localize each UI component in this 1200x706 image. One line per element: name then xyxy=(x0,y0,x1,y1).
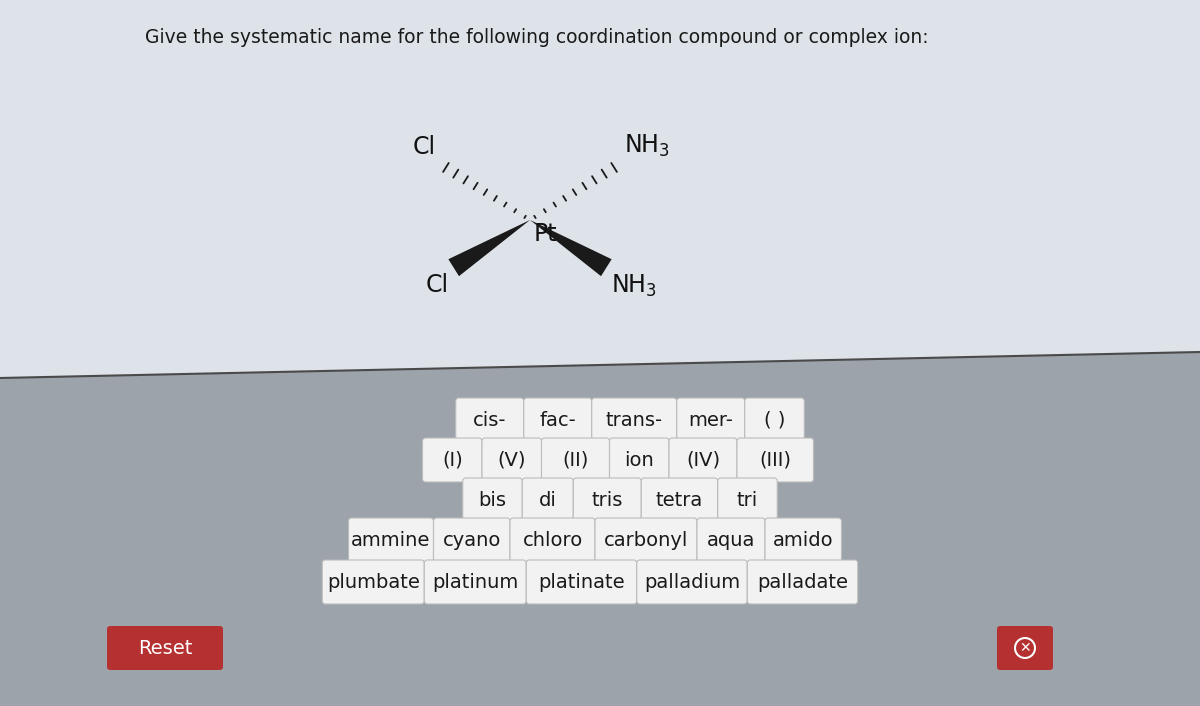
Polygon shape xyxy=(0,0,1200,378)
Text: Reset: Reset xyxy=(138,638,192,657)
Text: Give the systematic name for the following coordination compound or complex ion:: Give the systematic name for the followi… xyxy=(145,28,929,47)
FancyBboxPatch shape xyxy=(323,560,425,604)
Text: ✕: ✕ xyxy=(1019,641,1031,655)
FancyBboxPatch shape xyxy=(523,398,592,442)
FancyBboxPatch shape xyxy=(595,518,697,562)
Text: ( ): ( ) xyxy=(764,410,785,429)
Text: NH$_3$: NH$_3$ xyxy=(611,273,658,299)
Text: Pt: Pt xyxy=(534,222,558,246)
FancyBboxPatch shape xyxy=(463,478,522,522)
FancyBboxPatch shape xyxy=(574,478,641,522)
Text: palladium: palladium xyxy=(644,573,740,592)
FancyBboxPatch shape xyxy=(522,478,574,522)
FancyBboxPatch shape xyxy=(997,626,1054,670)
FancyBboxPatch shape xyxy=(670,438,737,482)
Text: (I): (I) xyxy=(442,450,463,469)
Text: NH$_3$: NH$_3$ xyxy=(624,133,670,160)
Text: (II): (II) xyxy=(563,450,589,469)
Text: ion: ion xyxy=(624,450,654,469)
FancyBboxPatch shape xyxy=(527,560,637,604)
FancyBboxPatch shape xyxy=(592,398,677,442)
Text: ammine: ammine xyxy=(352,530,431,549)
Text: fac-: fac- xyxy=(539,410,576,429)
FancyBboxPatch shape xyxy=(348,518,433,562)
Text: cyano: cyano xyxy=(443,530,500,549)
FancyBboxPatch shape xyxy=(766,518,841,562)
Polygon shape xyxy=(530,220,612,276)
Text: chloro: chloro xyxy=(522,530,583,549)
Text: palladate: palladate xyxy=(757,573,848,592)
FancyBboxPatch shape xyxy=(610,438,670,482)
Text: bis: bis xyxy=(479,491,506,510)
Text: (IV): (IV) xyxy=(686,450,720,469)
Text: platinate: platinate xyxy=(538,573,625,592)
Text: plumbate: plumbate xyxy=(326,573,420,592)
Text: aqua: aqua xyxy=(707,530,755,549)
Text: cis-: cis- xyxy=(473,410,506,429)
Polygon shape xyxy=(449,220,530,276)
Polygon shape xyxy=(0,352,1200,706)
FancyBboxPatch shape xyxy=(107,626,223,670)
Text: di: di xyxy=(539,491,557,510)
Text: trans-: trans- xyxy=(606,410,662,429)
Text: Cl: Cl xyxy=(426,273,449,297)
Text: Cl: Cl xyxy=(413,136,436,160)
FancyBboxPatch shape xyxy=(510,518,595,562)
Text: tri: tri xyxy=(737,491,758,510)
FancyBboxPatch shape xyxy=(456,398,523,442)
Text: (III): (III) xyxy=(760,450,791,469)
FancyBboxPatch shape xyxy=(641,478,718,522)
Text: mer-: mer- xyxy=(689,410,733,429)
FancyBboxPatch shape xyxy=(718,478,778,522)
FancyBboxPatch shape xyxy=(748,560,858,604)
FancyBboxPatch shape xyxy=(637,560,748,604)
Text: platinum: platinum xyxy=(432,573,518,592)
Text: amido: amido xyxy=(773,530,834,549)
FancyBboxPatch shape xyxy=(677,398,745,442)
Text: (V): (V) xyxy=(498,450,526,469)
Text: carbonyl: carbonyl xyxy=(604,530,688,549)
FancyBboxPatch shape xyxy=(482,438,541,482)
FancyBboxPatch shape xyxy=(697,518,766,562)
Text: tetra: tetra xyxy=(656,491,703,510)
FancyBboxPatch shape xyxy=(433,518,510,562)
FancyBboxPatch shape xyxy=(422,438,482,482)
FancyBboxPatch shape xyxy=(737,438,814,482)
Text: tris: tris xyxy=(592,491,623,510)
FancyBboxPatch shape xyxy=(425,560,527,604)
FancyBboxPatch shape xyxy=(745,398,804,442)
FancyBboxPatch shape xyxy=(541,438,610,482)
